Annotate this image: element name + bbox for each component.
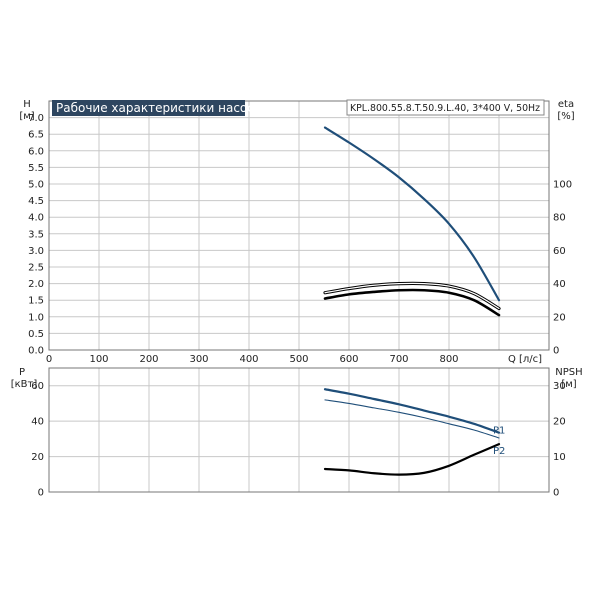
- series-label-p2: P2: [493, 446, 505, 457]
- power-tick-label: 20: [31, 452, 44, 463]
- head-chart-series-0: [323, 126, 501, 302]
- q-tick-label: 800: [439, 354, 458, 365]
- q-tick-label: 100: [89, 354, 108, 365]
- power-chart-series-0: [323, 388, 501, 434]
- head-tick-label: 1.0: [28, 312, 44, 323]
- q-axis-label: Q: [508, 354, 516, 365]
- head-axis-ticks: 0.0 0.5 1.0 1.5 2.0 2.5 3.0 3.5 4.0 4.5 5.0 5.5 6.0 6…: [28, 113, 44, 356]
- efficiency-axis-label: eta: [558, 99, 574, 110]
- head-efficiency-chart: 0 100 200 300 400 500 600 700 800 0.00.51.01.52.…: [19, 99, 574, 365]
- head-tick-label: 3.0: [28, 246, 44, 257]
- efficiency-tick-label: 80: [553, 213, 566, 224]
- head-tick-label: 7.0: [28, 113, 44, 124]
- head-tick-label: 0.5: [28, 329, 44, 340]
- npsh-tick-label: 20: [553, 417, 566, 428]
- power-chart-series-1: [324, 399, 500, 439]
- q-tick-label: 200: [139, 354, 158, 365]
- pump-model-label: KPL.800.55.8.T.50.9.L.40, 3*400 V, 50Hz: [350, 103, 540, 114]
- head-axis-label: H: [23, 99, 31, 110]
- npsh-tick-label: 0: [553, 488, 559, 499]
- npsh-axis-ticks: 0 10 20 30: [553, 381, 566, 498]
- power-chart-series-2: [323, 443, 501, 476]
- power-axis-unit: [кВт]: [11, 379, 38, 390]
- head-tick-label: 0.0: [28, 346, 44, 357]
- head-tick-label: 5.0: [28, 180, 44, 191]
- head-tick-label: 2.0: [28, 279, 44, 290]
- q-tick-label: 500: [289, 354, 308, 365]
- head-chart-series: [323, 126, 501, 317]
- head-tick-label: 5.5: [28, 163, 44, 174]
- head-tick-label: 6.5: [28, 130, 44, 141]
- q-tick-label: 700: [389, 354, 408, 365]
- power-chart-frame: [48, 367, 550, 493]
- head-tick-label: 3.5: [28, 229, 44, 240]
- head-tick-label: 1.5: [28, 296, 44, 307]
- npsh-axis-unit: [м]: [561, 379, 576, 390]
- head-chart-frame: [48, 100, 550, 351]
- head-tick-label: 6.0: [28, 146, 44, 157]
- power-axis-label: P: [19, 367, 25, 378]
- power-axis-ticks: 0 20 40 60: [31, 381, 44, 498]
- q-tick-label: 400: [239, 354, 258, 365]
- head-tick-label: 4.0: [28, 213, 44, 224]
- efficiency-tick-label: 20: [553, 312, 566, 323]
- npsh-tick-label: 10: [553, 452, 566, 463]
- efficiency-tick-label: 100: [553, 180, 572, 191]
- q-tick-label: 300: [189, 354, 208, 365]
- head-chart-series-2-outline: [323, 281, 501, 311]
- efficiency-tick-label: 40: [553, 279, 566, 290]
- head-chart-series-1: [323, 288, 501, 317]
- power-tick-label: 0: [38, 488, 44, 499]
- series-label-p1: P1: [493, 426, 505, 437]
- npsh-axis-label: NPSH: [555, 367, 582, 378]
- chart-title: Рабочие характеристики насоса: [56, 101, 261, 115]
- power-npsh-chart: 0 20 40 60 0 10 20 30 P1 P2 P [кВт] NPSH [м]: [11, 367, 583, 499]
- power-tick-label: 40: [31, 417, 44, 428]
- efficiency-tick-label: 0: [553, 346, 559, 357]
- q-axis-ticks: 0 100 200 300 400 500 600 700 800: [46, 354, 459, 365]
- efficiency-tick-label: 60: [553, 246, 566, 257]
- efficiency-axis-ticks: 0 20 40 60 80 100: [553, 180, 572, 357]
- head-tick-label: 2.5: [28, 263, 44, 274]
- npsh-tick-label: 30: [553, 381, 566, 392]
- chart-title-box: [52, 100, 245, 116]
- q-tick-label: 600: [339, 354, 358, 365]
- head-axis-unit: [м]: [19, 111, 34, 122]
- head-tick-label: 4.5: [28, 196, 44, 207]
- power-tick-label: 60: [31, 381, 44, 392]
- efficiency-axis-unit: [%]: [557, 111, 574, 122]
- q-axis-unit: [л/с]: [519, 354, 542, 365]
- model-box: [346, 99, 545, 116]
- head-chart-series-2-inner: [324, 282, 500, 310]
- power-chart-series: P1 P2: [323, 388, 505, 476]
- head-chart-grid: [49, 101, 549, 350]
- q-tick-label: 0: [46, 354, 52, 365]
